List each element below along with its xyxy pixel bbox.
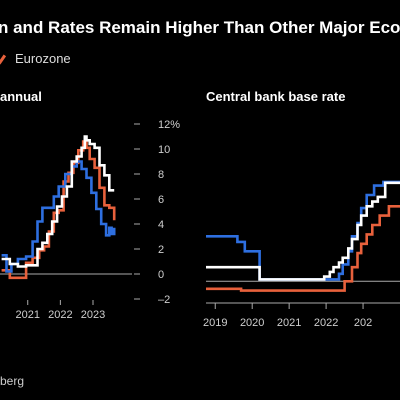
series-line-eurozone-base-rate: [206, 205, 400, 292]
legend: Eurozone: [0, 51, 71, 66]
panel-title-inflation: annual: [0, 89, 42, 104]
legend-label-eurozone: Eurozone: [15, 51, 71, 66]
x-tick-label: 2021: [277, 317, 301, 329]
y-tick-label: 2: [158, 244, 164, 256]
y-tick-label: 0: [158, 269, 164, 281]
x-tick-label: 2022: [48, 309, 72, 321]
x-tick-label: 2021: [15, 309, 39, 321]
source-note: berg: [0, 374, 25, 388]
y-tick-label: 12%: [158, 119, 180, 131]
series-line-uk-inflation: [1, 135, 115, 268]
x-tick-label: 202: [354, 317, 372, 329]
series-line-us-inflation: [1, 160, 116, 273]
y-tick-label: 8: [158, 169, 164, 181]
y-tick-label: 4: [158, 219, 164, 231]
series-line-eurozone-inflation: [1, 140, 116, 280]
x-tick-label: 2019: [203, 317, 227, 329]
y-tick-label: 6: [158, 194, 164, 206]
series-line-us-base-rate: [206, 180, 400, 281]
x-tick-label: 2023: [81, 309, 105, 321]
series-line-uk-base-rate: [206, 181, 400, 281]
panel-title-base-rate: Central bank base rate: [206, 89, 346, 104]
x-tick-label: 2022: [314, 317, 338, 329]
chart-title: n and Rates Remain Higher Than Other Maj…: [0, 18, 400, 37]
x-tick-label: 2020: [240, 317, 264, 329]
y-tick-label: –2: [158, 294, 170, 306]
y-tick-label: 10: [158, 144, 170, 156]
